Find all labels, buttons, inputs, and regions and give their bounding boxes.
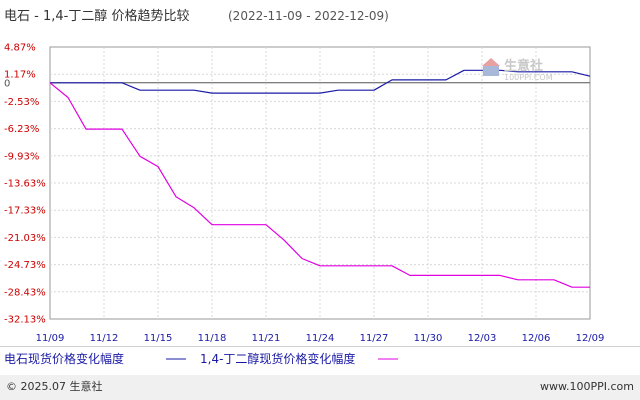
y-tick-label: -6.23% <box>4 124 39 135</box>
y-tick-label: -13.63% <box>4 179 46 190</box>
y-axis: 4.87% 1.17%0 -2.53% -6.23% -9.93% -13.63% -17.… <box>4 43 46 326</box>
footer-site-link[interactable]: www.100PPI.com <box>540 380 634 393</box>
series-lines <box>49 69 591 288</box>
legend-item-carbide: 电石现货价格变化幅度 <box>4 351 186 366</box>
x-tick-label: 11/12 <box>90 333 119 344</box>
y-tick-label: -28.43% <box>4 287 46 298</box>
y-tick-label: -32.13% <box>4 315 46 326</box>
x-tick-label: 12/09 <box>576 333 605 344</box>
x-axis: 11/09 11/12 11/15 11/18 11/21 11/24 11/27 11/30… <box>36 333 605 344</box>
x-tick-label: 12/06 <box>522 333 551 344</box>
x-tick-label: 11/09 <box>36 333 65 344</box>
legend: 电石现货价格变化幅度 1,4-丁二醇现货价格变化幅度 <box>4 351 398 366</box>
y-tick-label: 0 <box>4 78 10 89</box>
x-tick-label: 12/03 <box>468 333 497 344</box>
y-tick-label: -2.53% <box>4 97 39 108</box>
footer-copyright[interactable]: © 2025.07 生意社 <box>6 379 102 393</box>
watermark-url: 100PPI.COM <box>504 73 553 82</box>
chart-date-range: (2022-11-09 - 2022-12-09) <box>228 9 389 23</box>
series-line-bdo <box>49 82 590 288</box>
y-tick-label: -21.03% <box>4 233 46 244</box>
x-tick-label: 11/30 <box>414 333 443 344</box>
y-tick-label: -9.93% <box>4 151 39 162</box>
legend-item-bdo: 1,4-丁二醇现货价格变化幅度 <box>200 351 398 366</box>
x-tick-label: 11/15 <box>144 333 173 344</box>
watermark-brand: 生意社 <box>504 58 543 74</box>
series-line-carbide <box>50 69 591 94</box>
y-tick-label: -17.33% <box>4 206 46 217</box>
x-tick-label: 11/27 <box>360 333 389 344</box>
x-tick-label: 11/24 <box>306 333 335 344</box>
legend-label-bdo: 1,4-丁二醇现货价格变化幅度 <box>200 351 355 366</box>
grid-lines <box>50 47 590 319</box>
watermark-logo: 生意社 100PPI.COM <box>482 58 553 82</box>
x-tick-label: 11/21 <box>252 333 281 344</box>
footer-bar <box>0 375 640 400</box>
legend-label-carbide: 电石现货价格变化幅度 <box>4 351 124 366</box>
y-tick-label: 4.87% <box>4 43 36 54</box>
y-tick-label: -24.73% <box>4 260 46 271</box>
y-tick-label: 1.17% <box>4 70 36 81</box>
chart-title: 电石 - 1,4-丁二醇 价格趋势比较 <box>4 8 189 24</box>
x-tick-label: 11/18 <box>198 333 227 344</box>
